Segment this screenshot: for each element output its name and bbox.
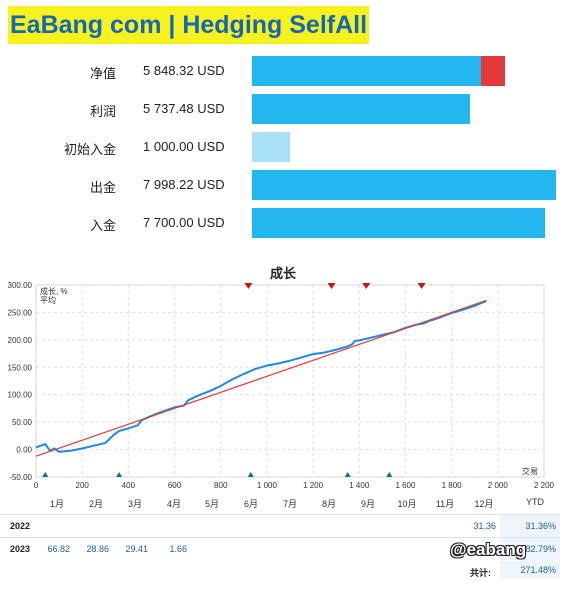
month-header: 8月 — [321, 499, 336, 509]
metric-value: 1 000.00 USD — [143, 139, 225, 154]
x-tick-label: 2 000 — [488, 481, 509, 490]
month-value: 31.36 — [473, 521, 496, 531]
y-tick-label: 250.00 — [8, 308, 33, 317]
y-tick-label: -50.00 — [9, 473, 32, 482]
deposit-marker — [116, 472, 123, 477]
month-header: 12月 — [474, 499, 494, 509]
legend-entry: 平均 — [40, 295, 56, 305]
withdrawal-marker — [327, 283, 336, 289]
year-label: 2022 — [10, 521, 31, 531]
metric-bar — [252, 170, 556, 200]
metric-row: 初始入金 1 000.00 USD — [0, 132, 566, 162]
metric-label: 入金 — [89, 218, 116, 233]
metric-value: 7 998.22 USD — [143, 177, 225, 192]
month-value: 29.41 — [125, 544, 148, 554]
month-header: 10月 — [397, 499, 417, 509]
month-header: 9月 — [360, 499, 375, 509]
y-tick-label: 200.00 — [8, 336, 33, 345]
x-tick-label: 400 — [122, 481, 136, 490]
total-label: 共计: — [470, 568, 491, 578]
month-header: 5月 — [204, 499, 219, 509]
total-value: 271.48% — [500, 561, 560, 579]
table-row: 2023 66.82 28.86 29.41 1.66 182.79% — [0, 537, 560, 560]
month-value: 1.66 — [169, 544, 187, 554]
month-header: 4月 — [166, 499, 181, 509]
metric-label: 出金 — [89, 180, 116, 195]
withdrawal-marker — [362, 283, 371, 289]
month-header: 1月 — [49, 499, 64, 509]
watermark-text: @eabang — [450, 540, 527, 559]
deposit-marker — [386, 472, 393, 477]
metric-value: 7 700.00 USD — [143, 215, 225, 230]
y-tick-label: 50.00 — [12, 418, 33, 427]
month-header: 6月 — [243, 499, 258, 509]
withdrawal-marker — [417, 283, 426, 289]
metric-row: 利润 5 737.48 USD — [0, 94, 566, 124]
x-tick-label: 1 600 — [395, 481, 416, 490]
x-tick-label: 800 — [214, 481, 228, 490]
metric-bar — [252, 94, 470, 124]
month-header: 3月 — [127, 499, 142, 509]
metric-value: 5 737.48 USD — [143, 101, 225, 116]
x-tick-label: 200 — [76, 481, 90, 490]
x-tick-label: 1 000 — [257, 481, 278, 490]
deposit-marker — [247, 472, 254, 477]
series-line — [35, 299, 487, 457]
ytd-value: 182.79% — [500, 538, 560, 560]
metric-label: 初始入金 — [63, 142, 116, 157]
y-tick-label: 150.00 — [8, 363, 33, 372]
x-tick-label: 600 — [168, 481, 182, 490]
month-header: 11月 — [435, 499, 455, 509]
metric-value: 5 848.32 USD — [143, 63, 225, 78]
month-header: 2月 — [88, 499, 103, 509]
metric-bar — [252, 208, 545, 238]
metric-row: 入金 7 700.00 USD — [0, 208, 566, 238]
months-header: YTD 1月 2月 3月 4月 5月 6月 7月 8月 9月 10月 11月 12月 — [0, 497, 566, 513]
metric-bar-loss — [481, 56, 505, 86]
metric-bar — [252, 132, 290, 162]
month-header: 7月 — [282, 499, 297, 509]
metric-bar — [252, 56, 481, 86]
year-label: 2023 — [10, 544, 31, 554]
x-tick-label: 2 200 — [534, 481, 555, 490]
plot-area — [35, 284, 545, 478]
x-tick-label: 1 400 — [349, 481, 370, 490]
growth-chart: -50.00 0.00 50.00 100.00 150.00 200.00 250.00 3… — [8, 281, 555, 490]
legend-entry: 成长, % — [40, 286, 68, 296]
x-tick-label: 1 800 — [442, 481, 463, 490]
chart-title: 成长 — [269, 266, 296, 281]
deposit-marker — [42, 472, 49, 477]
month-value: 28.86 — [86, 544, 109, 554]
x-axis-label: 交易 — [522, 466, 538, 476]
ytd-header: YTD — [526, 497, 544, 507]
deposit-marker — [344, 472, 351, 477]
page-title: EaBang com | Hedging SelfAll — [8, 6, 369, 44]
x-tick-label: 1 200 — [303, 481, 324, 490]
y-tick-label: 0.00 — [16, 446, 32, 455]
metric-row: 出金 7 998.22 USD — [0, 170, 566, 200]
table-row: 2022 31.36 31.36% — [0, 514, 560, 537]
withdrawal-marker — [244, 283, 253, 289]
ytd-value: 31.36% — [500, 515, 560, 537]
y-tick-label: 100.00 — [8, 391, 33, 400]
y-tick-label: 300.00 — [8, 281, 33, 290]
month-value: 66.82 — [47, 544, 70, 554]
metric-label: 利润 — [89, 104, 116, 119]
metric-row: 净值 5 848.32 USD — [0, 56, 566, 86]
metric-label: 净值 — [89, 66, 116, 81]
x-tick-label: 0 — [34, 481, 39, 490]
